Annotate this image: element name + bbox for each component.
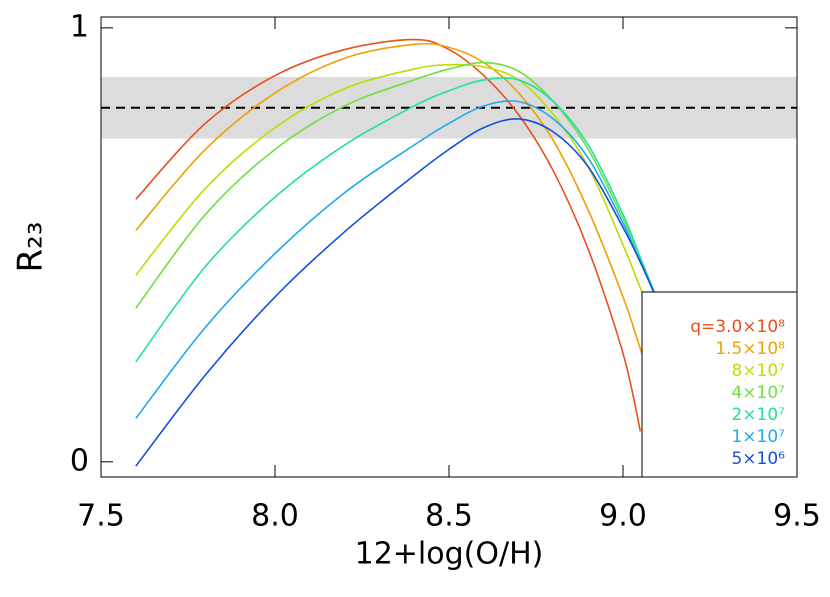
- x-tick-label: 9.0: [599, 499, 647, 534]
- x-tick-label: 8.0: [251, 499, 299, 534]
- y-tick-label: 1: [70, 9, 89, 44]
- curve: [135, 61, 659, 309]
- curve: [135, 118, 659, 467]
- curve: [135, 42, 659, 402]
- x-tick-label: 7.5: [77, 499, 125, 534]
- legend-entry: 8×10⁷: [731, 361, 785, 381]
- x-tick-label: 9.5: [773, 499, 821, 534]
- legend-entry: 5×10⁶: [731, 449, 785, 469]
- curve: [135, 77, 659, 363]
- x-tick-label: 8.5: [425, 499, 473, 534]
- y-axis-label: R₂₃: [11, 222, 51, 273]
- legend-entry: 4×10⁷: [731, 383, 785, 403]
- legend-entry: q=3.0×10⁸: [690, 317, 785, 337]
- curve: [135, 100, 659, 419]
- curve: [135, 38, 642, 432]
- legend-box: [641, 291, 798, 478]
- curve: [135, 63, 659, 332]
- legend-entry: 1×10⁷: [731, 427, 785, 447]
- y-tick-label: 0: [70, 443, 89, 478]
- legend-entry: 2×10⁷: [731, 405, 785, 425]
- legend-entry: 1.5×10⁸: [715, 339, 785, 359]
- x-axis-label: 12+log(O/H): [355, 537, 544, 572]
